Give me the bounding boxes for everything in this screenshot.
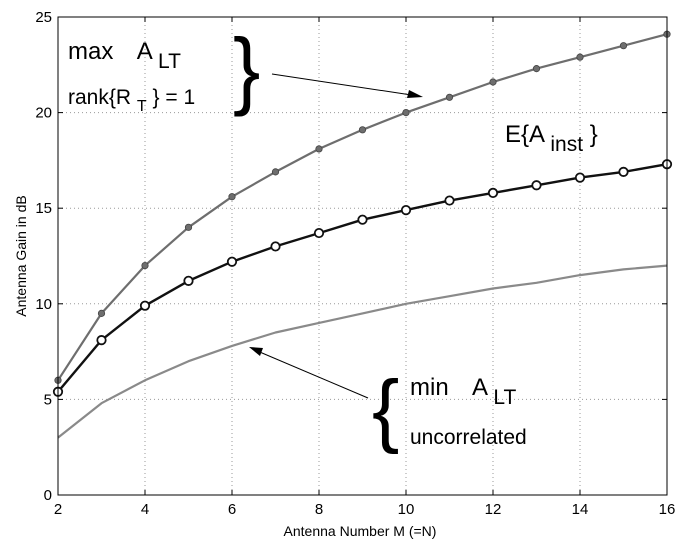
x-axis-title: Antenna Number M (=N): [284, 523, 437, 539]
left-brace: {: [372, 364, 399, 455]
series-2-point: [270, 241, 281, 252]
x-tick-label: 14: [572, 501, 589, 518]
rank-suffix: } = 1: [153, 86, 196, 109]
right-brace: }: [233, 21, 260, 117]
series-1-point: [489, 78, 497, 86]
series-1-point: [358, 126, 367, 134]
series-line-1: [57, 33, 668, 381]
svg-text:rank{R T } = 1: rank{R T } = 1: [68, 86, 195, 116]
series-2-point: [183, 275, 194, 286]
series-2-point: [444, 195, 455, 206]
series-2-point: [357, 214, 368, 225]
min-arrow-line: [254, 349, 369, 399]
series-1-point: [619, 42, 628, 50]
y-axis-title: Antenna Gain in dB: [13, 195, 29, 316]
series-2-point: [226, 256, 238, 267]
x-tick-label: 12: [485, 501, 502, 518]
series-1-point: [271, 168, 280, 176]
y-tick-label: 0: [44, 487, 52, 504]
series-line-2: [57, 163, 668, 393]
series-1-point: [228, 193, 236, 201]
rank-subscript: T: [137, 98, 147, 115]
series-1-point: [576, 53, 584, 61]
rank-label: rank{R: [68, 86, 131, 109]
x-tick-label: 10: [398, 501, 415, 518]
series-2-point: [574, 172, 586, 183]
series-2-point: [531, 180, 542, 191]
x-tick-label: 6: [228, 501, 236, 518]
a-label: A: [137, 38, 153, 65]
series-2-point: [400, 205, 412, 216]
e-inst-subscript: inst: [550, 133, 583, 156]
y-tick-label: 15: [35, 200, 52, 217]
x-tick-label: 16: [659, 501, 676, 518]
x-tick-label: 8: [315, 501, 323, 518]
series-line-3: [57, 264, 668, 439]
x-tick-label: 4: [141, 501, 149, 518]
series-1-point: [402, 109, 410, 117]
x-axis-ticks: 2 4 6 8 10 12 14 16: [54, 17, 676, 518]
svg-text:min A LT: min A LT: [410, 374, 516, 409]
series-2-point: [96, 335, 107, 346]
max-label: max: [68, 38, 113, 65]
min-arrow-head: [249, 347, 263, 356]
a-lt-subscript: LT: [493, 386, 516, 409]
series-2-point: [618, 166, 629, 177]
x-tick-label: 2: [54, 501, 62, 518]
series-1-point: [315, 145, 323, 153]
y-tick-label: 20: [35, 105, 52, 122]
series-1-point: [532, 65, 541, 73]
y-tick-label: 25: [35, 9, 52, 26]
annotation-max-alt: max A LT rank{R T } = 1 }: [68, 21, 423, 117]
min-label: min: [410, 374, 449, 401]
series-1-point: [184, 223, 193, 231]
y-tick-label: 5: [44, 391, 52, 408]
series-1-point: [97, 309, 106, 317]
e-suffix: }: [590, 121, 598, 148]
grid: [58, 17, 667, 495]
series-1-point: [445, 93, 454, 101]
plot-frame: [57, 16, 668, 496]
y-axis-ticks: 0 5 10 15 20 25: [35, 9, 667, 504]
series-lines: [52, 30, 673, 439]
annotation-expected-ainst: E{A inst }: [505, 121, 598, 157]
y-tick-label: 10: [35, 296, 52, 313]
a-lt-subscript: LT: [158, 50, 181, 73]
series-2-point: [313, 227, 325, 239]
svg-text:max A LT: max A LT: [68, 38, 181, 73]
series-2-point: [487, 187, 499, 199]
a-label: A: [472, 374, 488, 401]
uncorrelated-label: uncorrelated: [410, 426, 527, 449]
e-label: E{A: [505, 121, 545, 148]
annotation-min-alt: { min A LT uncorrelated: [249, 347, 527, 455]
series-1-point: [141, 261, 149, 270]
max-arrow-head: [407, 90, 423, 98]
max-arrow-line: [271, 73, 419, 97]
series-2-point: [139, 300, 151, 311]
